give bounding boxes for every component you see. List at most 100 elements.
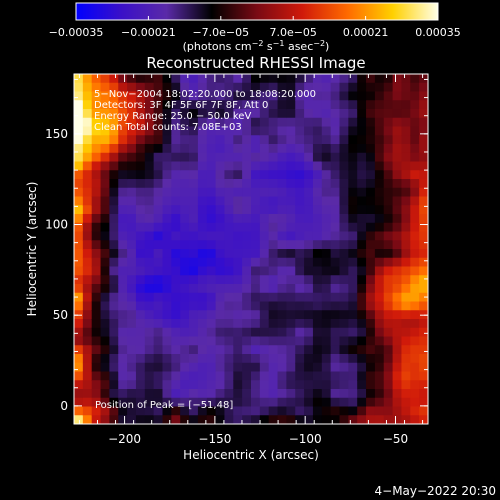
- heatmap-cell: [330, 152, 341, 163]
- heatmap-cell: [74, 415, 84, 424]
- heatmap-cell: [268, 109, 279, 119]
- heatmap-cell: [162, 362, 172, 373]
- heatmap-cell: [392, 336, 403, 346]
- heatmap-cell: [135, 222, 146, 233]
- heatmap-cell: [295, 275, 305, 285]
- heatmap-cell: [82, 301, 93, 311]
- heatmap-cell: [419, 117, 428, 128]
- heatmap-cell: [392, 397, 403, 408]
- heatmap-cell: [233, 380, 243, 390]
- heatmap-cell: [180, 187, 190, 198]
- heatmap-cell: [162, 74, 172, 84]
- heatmap-cell: [197, 284, 208, 294]
- heatmap-cell: [242, 275, 252, 285]
- heatmap-cell: [374, 327, 385, 338]
- heatmap-cell: [401, 179, 411, 189]
- heatmap-cell: [82, 345, 93, 355]
- heatmap-cell: [171, 144, 181, 154]
- heatmap-cell: [109, 74, 119, 84]
- heatmap-cell: [135, 152, 146, 163]
- heatmap-cell: [162, 231, 172, 241]
- heatmap-cell: [135, 266, 146, 276]
- heatmap-cell: [180, 161, 190, 171]
- heatmap-cell: [348, 319, 358, 329]
- heatmap-cell: [304, 74, 314, 84]
- heatmap-cell: [419, 214, 428, 224]
- heatmap-cell: [171, 249, 181, 259]
- heatmap-cell: [82, 214, 93, 224]
- heatmap-cell: [401, 222, 411, 233]
- heatmap-cell: [348, 117, 358, 128]
- heatmap-cell: [82, 196, 93, 206]
- heatmap-cell: [295, 257, 305, 268]
- heatmap-cell: [189, 380, 199, 390]
- heatmap-cell: [330, 179, 341, 189]
- heatmap-cell: [144, 389, 155, 399]
- heatmap-cell: [109, 336, 119, 346]
- heatmap-cell: [392, 371, 403, 381]
- heatmap-cell: [339, 266, 349, 276]
- heatmap-cell: [339, 82, 349, 93]
- heatmap-cell: [127, 354, 137, 364]
- heatmap-cell: [339, 170, 349, 180]
- heatmap-cell: [295, 161, 305, 171]
- heatmap-cell: [339, 284, 349, 294]
- heatmap-cell: [348, 152, 358, 163]
- heatmap-cell: [224, 161, 234, 171]
- heatmap-cell: [251, 100, 261, 110]
- heatmap-cell: [82, 187, 93, 198]
- heatmap-cell: [383, 161, 394, 171]
- heatmap-cell: [82, 336, 93, 346]
- heatmap-cell: [74, 117, 84, 128]
- heatmap-cell: [383, 301, 394, 311]
- heatmap-cell: [348, 345, 358, 355]
- heatmap-cell: [295, 231, 305, 241]
- heatmap-cell: [383, 380, 394, 390]
- heatmap-cell: [100, 100, 110, 110]
- heatmap-cell: [189, 336, 199, 346]
- heatmap-cell: [118, 257, 128, 268]
- heatmap-cell: [286, 222, 296, 233]
- heatmap-cell: [135, 354, 146, 364]
- heatmap-cell: [339, 187, 349, 198]
- heatmap-cell: [286, 380, 296, 390]
- heatmap-cell: [277, 222, 287, 233]
- heatmap-cell: [233, 126, 243, 136]
- heatmap-cell: [268, 371, 279, 381]
- heatmap-cell: [348, 231, 358, 241]
- heatmap-cell: [383, 345, 394, 355]
- heatmap-cell: [410, 109, 420, 119]
- heatmap-cell: [401, 301, 411, 311]
- heatmap-cell: [419, 345, 428, 355]
- heatmap-cell: [295, 249, 305, 259]
- heatmap-cell: [189, 91, 199, 101]
- heatmap-cell: [304, 275, 314, 285]
- heatmap-cell: [127, 109, 137, 119]
- heatmap-cell: [82, 406, 93, 416]
- heatmap-cell: [330, 222, 341, 233]
- heatmap-cell: [82, 240, 93, 250]
- heatmap-cell: [304, 91, 314, 101]
- heatmap-cell: [312, 240, 323, 250]
- heatmap-cell: [339, 179, 349, 189]
- heatmap-cell: [286, 371, 296, 381]
- heatmap-cell: [242, 144, 252, 154]
- heatmap-cell: [312, 275, 323, 285]
- heatmap-cell: [304, 249, 314, 259]
- heatmap-cell: [286, 179, 296, 189]
- heatmap-cell: [259, 389, 270, 399]
- heatmap-cell: [383, 240, 394, 250]
- heatmap-cell: [118, 284, 128, 294]
- heatmap-cell: [118, 415, 128, 424]
- heatmap-cell: [410, 415, 420, 424]
- heatmap-cell: [286, 266, 296, 276]
- heatmap-cell: [144, 240, 155, 250]
- heatmap-cell: [251, 179, 261, 189]
- heatmap-cell: [383, 126, 394, 136]
- heatmap-cell: [268, 82, 279, 93]
- heatmap-cell: [259, 249, 270, 259]
- heatmap-cell: [144, 214, 155, 224]
- heatmap-cell: [233, 257, 243, 268]
- heatmap-cell: [410, 187, 420, 198]
- heatmap-cell: [91, 240, 102, 250]
